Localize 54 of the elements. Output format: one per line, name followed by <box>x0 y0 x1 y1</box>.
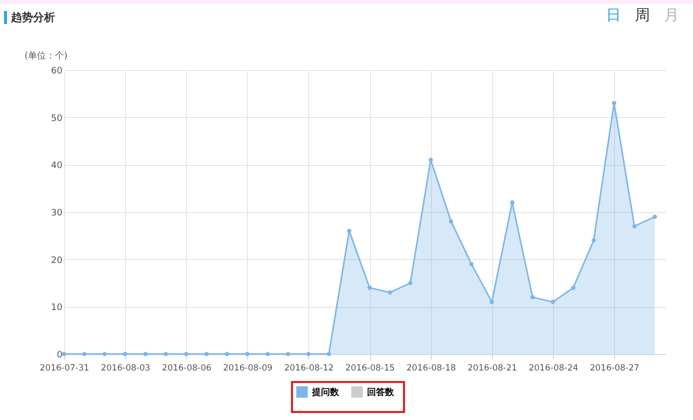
point <box>571 286 576 290</box>
y-tick-label: 10 <box>51 303 63 314</box>
point <box>550 300 556 304</box>
point <box>490 300 494 304</box>
point <box>123 352 128 356</box>
y-tick-label: 30 <box>51 208 63 218</box>
x-tick-label: 2016-08-27 <box>590 364 640 374</box>
point <box>652 214 657 219</box>
point <box>204 352 209 356</box>
x-tick-label: 2016-08-18 <box>406 364 456 374</box>
point <box>184 352 188 356</box>
point <box>530 295 535 300</box>
x-tick-label: 2016-08-09 <box>223 364 273 374</box>
point <box>469 262 474 266</box>
x-tick-label: 2016-07-31 <box>40 364 90 374</box>
x-tick-label: 2016-08-12 <box>284 364 334 374</box>
text: 月 <box>664 6 679 24</box>
point <box>408 280 412 286</box>
legend-label: 提问数 <box>311 387 340 398</box>
text: 日 <box>606 6 621 24</box>
x-tick-label: 2016-08-03 <box>100 364 150 374</box>
point <box>82 352 86 356</box>
point <box>286 352 290 356</box>
x-tick-label: 2016-08-24 <box>528 364 578 374</box>
y-axis-title: (单位：个) <box>24 50 68 62</box>
point <box>266 352 270 356</box>
point <box>592 238 596 243</box>
y-tick-label: 50 <box>51 114 63 124</box>
point <box>62 352 66 356</box>
point <box>347 228 352 234</box>
point <box>612 101 616 106</box>
chart-title: 趋势分析 <box>11 10 55 25</box>
x-tick-label: 2016-08-21 <box>468 364 518 374</box>
point <box>448 219 454 224</box>
point <box>632 224 637 228</box>
x-tick-label: 2016-08-15 <box>345 364 395 374</box>
y-tick-label: 60 <box>51 66 63 76</box>
point <box>102 352 107 356</box>
point <box>306 352 311 356</box>
y-tick-label: 0 <box>56 350 63 360</box>
y-tick-label: 40 <box>51 161 63 172</box>
x-tick-label: 2016-08-06 <box>162 364 212 374</box>
text: 周 <box>635 6 650 24</box>
point <box>164 352 168 356</box>
point <box>326 352 331 356</box>
point <box>367 286 372 290</box>
point <box>224 352 230 356</box>
y-tick-label: 20 <box>51 256 63 266</box>
point <box>143 352 148 356</box>
legend-label: 回答数 <box>367 387 395 398</box>
point <box>428 158 433 162</box>
point <box>510 200 514 205</box>
point <box>245 352 250 356</box>
point <box>388 290 392 295</box>
